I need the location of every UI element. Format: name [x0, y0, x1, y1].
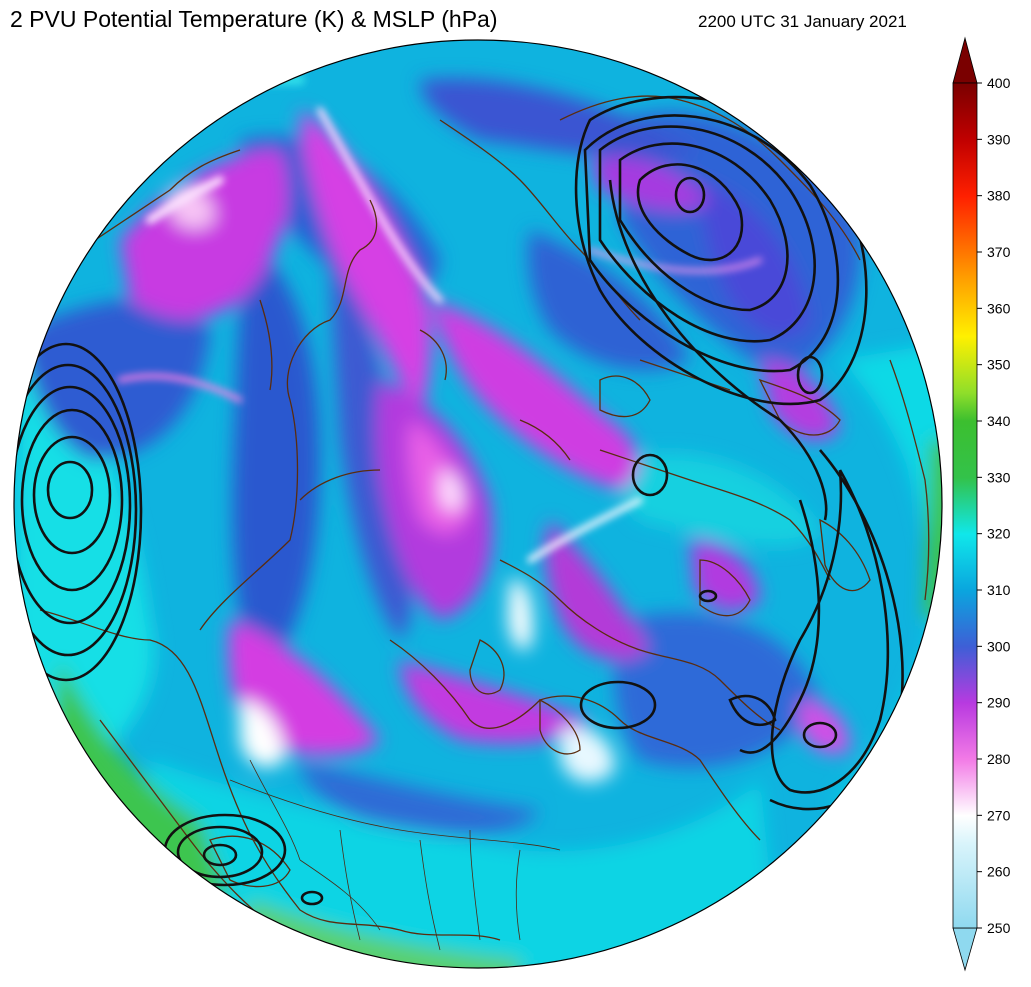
- colorbar-tick-label: 350: [987, 357, 1011, 373]
- colorbar-tick-label: 330: [987, 469, 1011, 485]
- colorbar-tick-label: 380: [987, 188, 1011, 204]
- map-boundary: [13, 39, 943, 969]
- colorbar-tick-label: 310: [987, 582, 1011, 598]
- colorbar-tick-label: 360: [987, 300, 1011, 316]
- colorbar-tick-label: 400: [987, 75, 1011, 91]
- colorbar: 250 260 270 280 290 300 310 320 330 340 350 360 370 3…: [940, 30, 1031, 980]
- colorbar-tick-label: 280: [987, 751, 1011, 767]
- colorbar-svg: 250 260 270 280 290 300 310 320 330 340 350 360 370 3…: [952, 36, 1011, 972]
- colorbar-max-extend: [952, 36, 978, 84]
- colorbar-tick-label: 390: [987, 131, 1011, 147]
- colorbar-min-extend: [952, 927, 978, 972]
- colorbar-tick-label: 370: [987, 244, 1011, 260]
- colorbar-tick-label: 260: [987, 864, 1011, 880]
- colorbar-tick-label: 270: [987, 807, 1011, 823]
- map-title: 2 PVU Potential Temperature (K) & MSLP (…: [10, 6, 498, 32]
- colorbar-ramp: [952, 82, 978, 929]
- valid-time: 2200 UTC 31 January 2021: [698, 12, 907, 31]
- mslp-contours: [14, 95, 904, 906]
- colorbar-tick-label: 250: [987, 920, 1011, 936]
- colorbar-tick-label: 300: [987, 638, 1011, 654]
- colorbar-tick-label: 340: [987, 413, 1011, 429]
- colorbar-tick-label: 320: [987, 526, 1011, 542]
- political-boundaries: [229, 759, 561, 951]
- colorbar-tick-label: 290: [987, 695, 1011, 711]
